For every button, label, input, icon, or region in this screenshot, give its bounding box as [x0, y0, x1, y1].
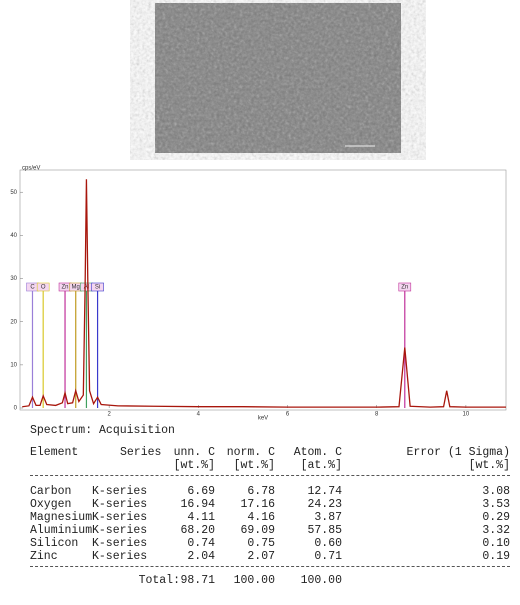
table-cell: K-series: [92, 511, 148, 524]
table-cell: 0.29: [482, 511, 510, 524]
table-cell: Aluminium: [30, 524, 93, 537]
data-row: Aluminium K-series 68.20 69.09 57.85 3.32: [30, 524, 510, 537]
y-tick-label: 20: [10, 319, 17, 325]
table-cell: K-series: [92, 498, 148, 511]
table-cell: 0.10: [482, 537, 510, 550]
data-row: Oxygen K-series 16.94 17.16 24.23 3.53: [30, 498, 510, 511]
x-tick-label: 6: [286, 412, 290, 418]
y-tick-label: 40: [10, 233, 17, 239]
units-row: [wt.%] [wt.%] [at.%] [wt.%]: [30, 459, 510, 472]
table-cell: Carbon: [30, 485, 72, 498]
x-tick-label: 8: [375, 412, 379, 418]
table-cell: K-series: [92, 524, 148, 537]
total-cell: Total:: [138, 574, 180, 587]
element-marker-label: O: [41, 285, 46, 291]
separator: [30, 566, 510, 567]
table-cell: 57.85: [307, 524, 342, 537]
table-cell: Oxygen: [30, 498, 72, 511]
table-cell: 3.08: [482, 485, 510, 498]
table-cell: 24.23: [307, 498, 342, 511]
table-title: Spectrum: Acquisition: [30, 424, 510, 446]
table-cell: 2.07: [247, 550, 275, 563]
table-cell: 3.53: [482, 498, 510, 511]
column-header: norm. C: [226, 446, 275, 459]
x-axis-label: keV: [258, 416, 268, 422]
element-marker-label: Zn: [62, 285, 69, 291]
x-tick-label: 4: [197, 412, 201, 418]
table-cell: 12.74: [307, 485, 342, 498]
element-marker-label: Si: [95, 285, 100, 291]
table-cell: 69.09: [240, 524, 275, 537]
y-tick-label: 0: [14, 406, 18, 412]
table-cell: 6.78: [247, 485, 275, 498]
total-cell: 100.00: [233, 574, 275, 587]
column-header: unn. C: [173, 446, 215, 459]
total-cell: 100.00: [300, 574, 342, 587]
unit-label: [wt.%]: [173, 459, 215, 472]
element-marker-label: Mg: [72, 285, 80, 291]
unit-label: [wt.%]: [468, 459, 510, 472]
unit-label: [wt.%]: [233, 459, 275, 472]
table-cell: 3.32: [482, 524, 510, 537]
table-cell: 68.20: [180, 524, 215, 537]
table-cell: 0.19: [482, 550, 510, 563]
element-marker-label: Al: [84, 285, 89, 291]
total-row: Total: 98.71 100.00 100.00: [30, 574, 510, 587]
table-cell: K-series: [92, 550, 148, 563]
column-header: Element: [30, 446, 79, 459]
table-cell: 0.60: [314, 537, 342, 550]
x-tick-label: 2: [108, 412, 112, 418]
table-title-text: Spectrum: Acquisition: [30, 424, 175, 437]
unit-label: [at.%]: [300, 459, 342, 472]
sem-image-area: [155, 3, 401, 153]
element-marker-label: Zn: [401, 285, 408, 291]
x-tick-label: 10: [463, 412, 470, 418]
element-marker-box: [36, 282, 50, 292]
table-cell: 4.11: [187, 511, 215, 524]
table-cell: 4.16: [247, 511, 275, 524]
table-cell: 6.69: [187, 485, 215, 498]
data-row: Zinc K-series 2.04 2.07 0.71 0.19: [30, 550, 510, 563]
total-cell: 98.71: [180, 574, 215, 587]
data-row: Silicon K-series 0.74 0.75 0.60 0.10: [30, 537, 510, 550]
y-axis-label: cps/eV: [22, 166, 40, 172]
column-header: Atom. C: [293, 446, 342, 459]
y-tick-label: 10: [10, 362, 17, 368]
table-cell: 0.71: [314, 550, 342, 563]
results-table: Spectrum: Acquisition Element Series unn. C…: [30, 424, 510, 587]
element-marker-box: [398, 282, 412, 292]
header-row: Element Series unn. C norm. C Atom. C Error (…: [30, 446, 510, 459]
spectrum: [22, 179, 506, 408]
element-marker-box: [91, 282, 104, 292]
y-tick-label: 50: [10, 190, 17, 196]
column-header: Error (1 Sigma): [406, 446, 510, 459]
table-cell: K-series: [92, 537, 148, 550]
table-cell: 0.75: [247, 537, 275, 550]
data-row: Magnesium K-series 4.11 4.16 3.87 0.29: [30, 511, 510, 524]
data-row: Carbon K-series 6.69 6.78 12.74 3.08: [30, 485, 510, 498]
table-cell: 16.94: [180, 498, 215, 511]
sem-texture: [155, 3, 401, 153]
table-cell: K-series: [92, 485, 148, 498]
table-cell: 0.74: [187, 537, 215, 550]
table-cell: Zinc: [30, 550, 58, 563]
table-cell: Magnesium: [30, 511, 93, 524]
plot-frame: [19, 169, 507, 411]
table-cell: Silicon: [30, 537, 79, 550]
element-marker-label: C: [30, 285, 35, 291]
table-cell: 2.04: [187, 550, 215, 563]
table-cell: 3.87: [314, 511, 342, 524]
separator: [30, 475, 510, 476]
table-cell: 17.16: [240, 498, 275, 511]
column-header: Series: [120, 446, 162, 459]
y-tick-label: 30: [10, 276, 17, 282]
